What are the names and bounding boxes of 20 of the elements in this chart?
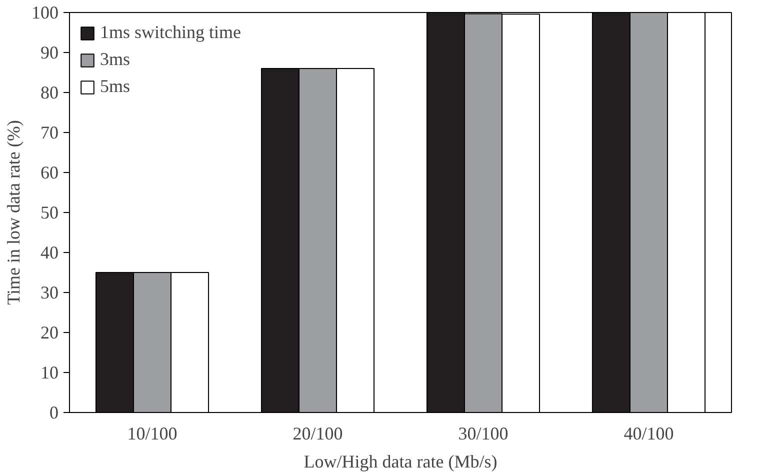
y-tick-label: 30 [40,282,58,302]
y-tick-label: 10 [40,362,58,382]
y-tick-label: 20 [40,322,58,342]
y-tick-label: 100 [32,2,58,22]
legend-label: 1ms switching time [100,22,241,43]
y-tick-label: 80 [40,82,58,102]
y-tick-label: 90 [40,42,58,62]
legend-label: 5ms [100,76,130,97]
y-tick-label: 50 [40,202,58,222]
y-tick-label: 0 [50,402,58,422]
x-tick-label: 10/100 [127,424,178,444]
legend-label: 3ms [100,49,130,70]
x-tick-label: 20/100 [292,424,343,444]
y-axis-title: Time in low data rate (%) [4,120,24,305]
y-tick-label: 60 [40,162,58,182]
y-tick-label: 70 [40,122,58,142]
y-tick-label: 40 [40,242,58,262]
x-tick-label: 40/100 [624,424,674,444]
x-axis-title: Low/High data rate (Mb/s) [304,452,498,472]
x-tick-label: 30/100 [458,424,508,444]
